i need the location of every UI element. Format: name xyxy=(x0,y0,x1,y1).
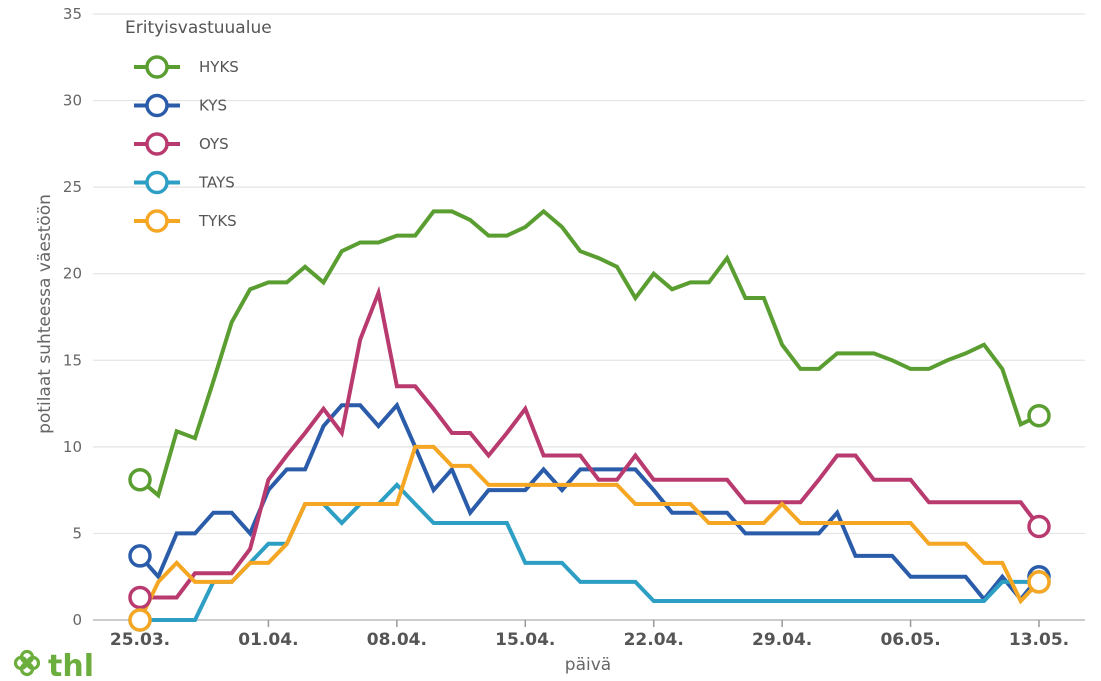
flower-icon xyxy=(13,649,41,677)
series-line-tays xyxy=(140,482,1039,622)
thl-logo: thl xyxy=(13,649,94,681)
series-end-marker-tyks xyxy=(1027,570,1051,594)
y-tick-label: 5 xyxy=(72,524,82,542)
x-tick-label: 06.05. xyxy=(880,630,940,650)
legend-marker-hyks xyxy=(145,55,169,79)
series-line-oys xyxy=(140,285,1041,600)
x-tick-label: 01.04. xyxy=(238,630,298,650)
y-tick-label: 25 xyxy=(63,178,82,196)
x-tick-label: 25.03. xyxy=(110,630,170,650)
series-end-marker-hyks xyxy=(1027,403,1051,428)
legend-label-tays: TAYS xyxy=(198,174,235,192)
legend-marker-oys xyxy=(145,132,169,156)
series-lines xyxy=(128,208,1051,632)
series-start-marker-kys xyxy=(128,544,152,568)
legend-marker-tays xyxy=(145,170,169,195)
y-axis-title: potilaat suhteessa väestöön xyxy=(35,194,55,434)
x-tick-label: 08.04. xyxy=(367,630,427,650)
series-line-tyks xyxy=(138,444,1041,621)
x-tick-label: 29.04. xyxy=(752,630,812,650)
x-axis-ticks: 25.03. 01.04. 08.04. 15.04. 22.04. 29.04. 06.0… xyxy=(110,620,1069,650)
y-tick-label: 15 xyxy=(63,351,82,369)
legend: Erityisvastuualue HYKS KYS OYS TAYS TYKS xyxy=(125,18,272,233)
legend-label-tyks: TYKS xyxy=(198,212,237,230)
series-line-hyks xyxy=(138,208,1040,499)
y-axis-ticks: 0 5 10 15 20 25 30 35 xyxy=(63,5,82,629)
series-start-marker-hyks xyxy=(128,468,152,492)
y-tick-label: 30 xyxy=(63,92,82,110)
y-tick-label: 20 xyxy=(63,265,82,283)
series-line-kys xyxy=(138,401,1041,603)
series-start-marker-tyks xyxy=(128,608,152,632)
x-tick-label: 15.04. xyxy=(495,630,555,650)
y-tick-label: 0 xyxy=(72,611,82,629)
x-axis-title: päivä xyxy=(565,655,611,675)
y-tick-label: 10 xyxy=(63,438,82,456)
series-start-marker-oys xyxy=(128,585,152,610)
legend-label-hyks: HYKS xyxy=(199,58,239,76)
x-tick-label: 13.05. xyxy=(1009,630,1069,650)
legend-label-oys: OYS xyxy=(199,135,229,153)
legend-marker-kys xyxy=(145,93,169,118)
legend-marker-tyks xyxy=(145,209,169,233)
series-end-marker-oys xyxy=(1027,514,1051,539)
legend-title: Erityisvastuualue xyxy=(125,18,272,38)
grid xyxy=(93,13,1085,535)
legend-label-kys: KYS xyxy=(199,97,227,115)
x-tick-label: 22.04. xyxy=(624,630,684,650)
y-tick-label: 35 xyxy=(63,5,82,23)
logo-text: thl xyxy=(48,649,94,681)
